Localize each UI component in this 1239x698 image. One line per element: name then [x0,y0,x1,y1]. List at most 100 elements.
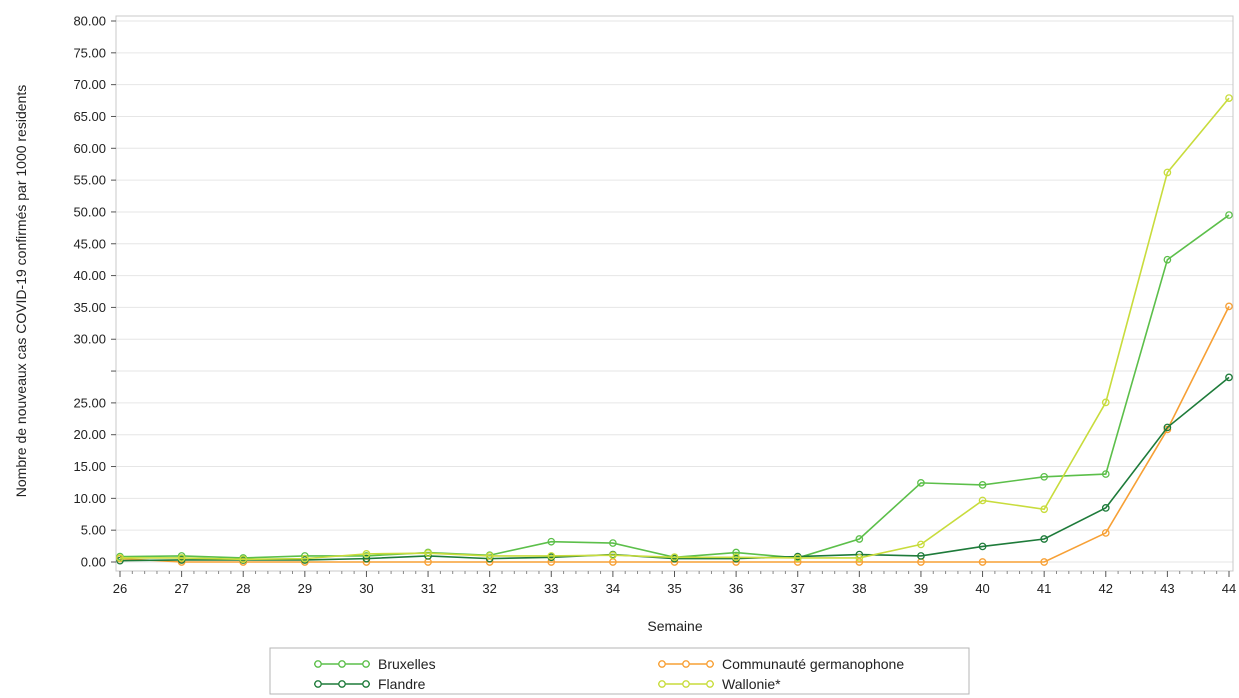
data-point-flandre [978,542,987,551]
data-point-communaute-germanophone [1101,529,1110,537]
y-tick-label: 60.00 [73,141,106,156]
data-point-communaute-germanophone [855,558,864,566]
data-point-wallonie [1163,168,1172,177]
x-tick-label: 30 [359,581,373,596]
x-tick-label: 38 [852,581,866,596]
y-tick-label: 10.00 [73,491,106,506]
x-tick-label: 35 [667,581,681,596]
legend-marker-flandre [338,680,346,688]
axis-layer: 0.00 5.00 10.00 15.00 20.00 25.00 30.00 35.00 40… [73,14,1236,597]
x-tick-label: 34 [606,581,620,596]
x-tick-label: 40 [975,581,989,596]
data-point-wallonie [1101,398,1110,407]
legend-label-bruxelles: Bruxelles [378,656,436,672]
legend-marker-wallonie [682,680,690,688]
y-tick-label: 15.00 [73,459,106,474]
data-point-bruxelles [1225,211,1233,219]
data-point-wallonie [917,540,925,549]
data-point-flandre [1163,423,1172,432]
x-tick-label: 28 [236,581,250,596]
data-point-wallonie [978,496,987,505]
x-tick-label: 41 [1037,581,1051,596]
legend-marker-communaute-germanophone [706,660,714,668]
legend-label-wallonie: Wallonie* [722,676,781,692]
data-point-communaute-germanophone [793,558,802,566]
data-point-wallonie [485,552,494,560]
x-tick-label: 29 [298,581,312,596]
legend-marker-flandre [314,680,322,688]
legend-marker-bruxelles [338,660,346,668]
data-point-bruxelles [855,535,864,543]
y-tick-label: 70.00 [73,77,106,92]
series-line-bruxelles [119,214,1230,559]
data-point-wallonie [424,549,432,558]
data-point-wallonie [793,554,802,562]
data-point-bruxelles [547,537,556,546]
legend-marker-wallonie [658,680,666,688]
x-tick-label: 36 [729,581,743,596]
y-tick-label: 80.00 [73,14,106,29]
data-point-wallonie [547,552,556,560]
data-point-bruxelles [917,479,925,487]
x-tick-label: 39 [914,581,928,596]
legend-label-communaute-germanophone: Communauté germanophone [722,656,904,672]
data-point-communaute-germanophone [978,558,987,566]
data-point-wallonie [609,551,617,560]
legend-marker-bruxelles [314,660,322,668]
x-tick-label: 42 [1099,581,1113,596]
data-point-wallonie [239,555,248,564]
legend-box [269,647,970,695]
data-point-wallonie [670,553,679,562]
y-tick-label: 65.00 [73,109,106,124]
y-tick-label: 35.00 [73,300,106,315]
series-layer [116,94,1233,566]
data-point-flandre [1225,373,1233,382]
x-tick-label: 26 [113,581,127,596]
data-point-wallonie [732,553,740,562]
x-tick-label: 27 [174,581,188,596]
series-line-communaute-germanophone [119,306,1230,563]
series-line-flandre [119,376,1230,562]
data-point-wallonie [1225,94,1233,102]
y-tick-label: 45.00 [73,236,106,251]
data-point-bruxelles [1040,472,1049,481]
data-point-communaute-germanophone [1225,302,1233,311]
legend: Bruxelles Communauté germanophone Flandre W… [269,647,970,695]
y-tick-label: 75.00 [73,45,106,60]
data-point-flandre [917,552,925,560]
x-tick-label: 43 [1160,581,1174,596]
data-point-flandre [362,554,371,563]
data-point-flandre [1101,504,1110,512]
x-tick-label: 33 [544,581,558,596]
legend-marker-wallonie [706,680,714,688]
data-point-wallonie [362,550,371,558]
data-point-bruxelles [1101,470,1110,478]
data-point-flandre [1040,535,1049,543]
y-tick-label: 5.00 [81,523,106,538]
y-tick-label: 20.00 [73,427,106,442]
data-point-bruxelles [609,539,617,547]
y-tick-label: 40.00 [73,268,106,283]
y-tick-label: 55.00 [73,173,106,188]
y-tick-label: 0.00 [81,555,106,570]
data-point-wallonie [177,554,186,562]
legend-marker-bruxelles [362,660,370,668]
legend-marker-communaute-germanophone [658,660,666,668]
data-point-communaute-germanophone [1040,558,1049,566]
series-line-wallonie [120,97,1230,561]
data-point-bruxelles [1163,255,1172,264]
plot-frame [115,15,1234,572]
grid-layer [116,20,1233,563]
x-tick-label: 31 [421,581,435,596]
x-tick-label: 32 [482,581,496,596]
legend-label-flandre: Flandre [378,676,426,692]
legend-marker-communaute-germanophone [682,660,690,668]
y-tick-label: 30.00 [73,332,106,347]
data-point-wallonie [300,554,309,563]
data-point-wallonie [116,554,124,562]
x-tick-label: 37 [790,581,804,596]
y-tick-label: 25.00 [73,395,106,410]
data-point-wallonie [1040,505,1049,514]
